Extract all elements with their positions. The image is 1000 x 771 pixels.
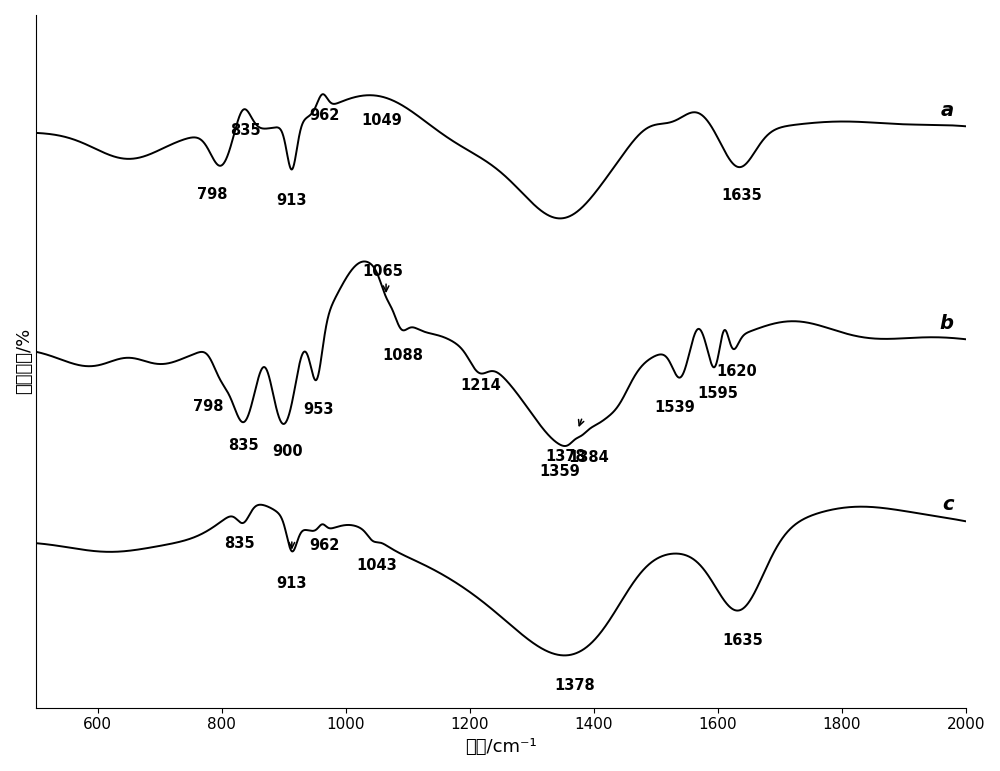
Text: 1049: 1049 xyxy=(361,113,402,128)
Text: 1065: 1065 xyxy=(363,264,403,278)
Text: 1635: 1635 xyxy=(722,633,763,648)
Text: 900: 900 xyxy=(272,444,303,459)
Text: 953: 953 xyxy=(303,402,334,417)
X-axis label: 波数/cm⁻¹: 波数/cm⁻¹ xyxy=(465,738,537,756)
Text: 798: 798 xyxy=(193,399,223,414)
Text: 962: 962 xyxy=(309,537,339,553)
Text: 835: 835 xyxy=(230,123,261,138)
Text: 913: 913 xyxy=(277,577,307,591)
Text: 1088: 1088 xyxy=(382,348,423,363)
Text: 1384: 1384 xyxy=(568,449,609,465)
Text: b: b xyxy=(939,314,953,333)
Text: 913: 913 xyxy=(277,194,307,208)
Text: 1595: 1595 xyxy=(697,386,738,401)
Text: 1378: 1378 xyxy=(555,678,596,693)
Text: 798: 798 xyxy=(197,187,228,202)
Text: 1359: 1359 xyxy=(539,463,580,479)
Text: 1378: 1378 xyxy=(545,449,586,463)
Text: 1635: 1635 xyxy=(721,188,762,204)
Text: 1620: 1620 xyxy=(716,364,757,379)
Y-axis label: 吸收强度/%: 吸收强度/% xyxy=(15,328,33,395)
Text: 1539: 1539 xyxy=(654,400,695,416)
Text: 962: 962 xyxy=(309,108,339,123)
Text: c: c xyxy=(942,495,953,513)
Text: a: a xyxy=(940,101,953,120)
Text: 1214: 1214 xyxy=(461,378,501,393)
Text: 835: 835 xyxy=(224,536,254,551)
Text: 835: 835 xyxy=(228,438,259,453)
Text: 1043: 1043 xyxy=(356,558,397,573)
